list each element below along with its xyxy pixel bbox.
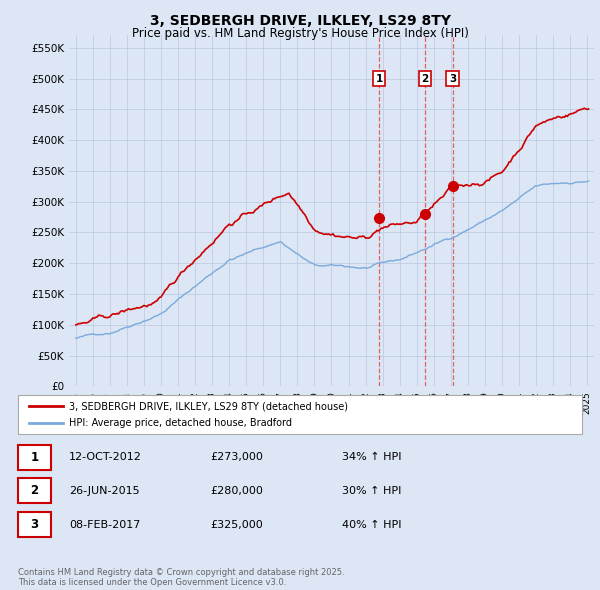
Text: 26-JUN-2015: 26-JUN-2015 (69, 486, 140, 496)
FancyBboxPatch shape (18, 395, 582, 434)
Text: 1: 1 (376, 74, 383, 84)
Text: 2: 2 (31, 484, 38, 497)
Text: £273,000: £273,000 (210, 453, 263, 462)
Text: 40% ↑ HPI: 40% ↑ HPI (342, 520, 401, 529)
Text: 2: 2 (421, 74, 429, 84)
Text: 3: 3 (449, 74, 457, 84)
Text: HPI: Average price, detached house, Bradford: HPI: Average price, detached house, Brad… (69, 418, 292, 428)
Text: Contains HM Land Registry data © Crown copyright and database right 2025.
This d: Contains HM Land Registry data © Crown c… (18, 568, 344, 587)
Text: 12-OCT-2012: 12-OCT-2012 (69, 453, 142, 462)
Text: 34% ↑ HPI: 34% ↑ HPI (342, 453, 401, 462)
Text: 08-FEB-2017: 08-FEB-2017 (69, 520, 140, 529)
Text: £325,000: £325,000 (210, 520, 263, 529)
Text: 3, SEDBERGH DRIVE, ILKLEY, LS29 8TY: 3, SEDBERGH DRIVE, ILKLEY, LS29 8TY (149, 14, 451, 28)
Text: 3: 3 (31, 518, 38, 531)
Text: 30% ↑ HPI: 30% ↑ HPI (342, 486, 401, 496)
Text: £280,000: £280,000 (210, 486, 263, 496)
Text: 3, SEDBERGH DRIVE, ILKLEY, LS29 8TY (detached house): 3, SEDBERGH DRIVE, ILKLEY, LS29 8TY (det… (69, 401, 348, 411)
Text: Price paid vs. HM Land Registry's House Price Index (HPI): Price paid vs. HM Land Registry's House … (131, 27, 469, 40)
Text: 1: 1 (31, 451, 38, 464)
